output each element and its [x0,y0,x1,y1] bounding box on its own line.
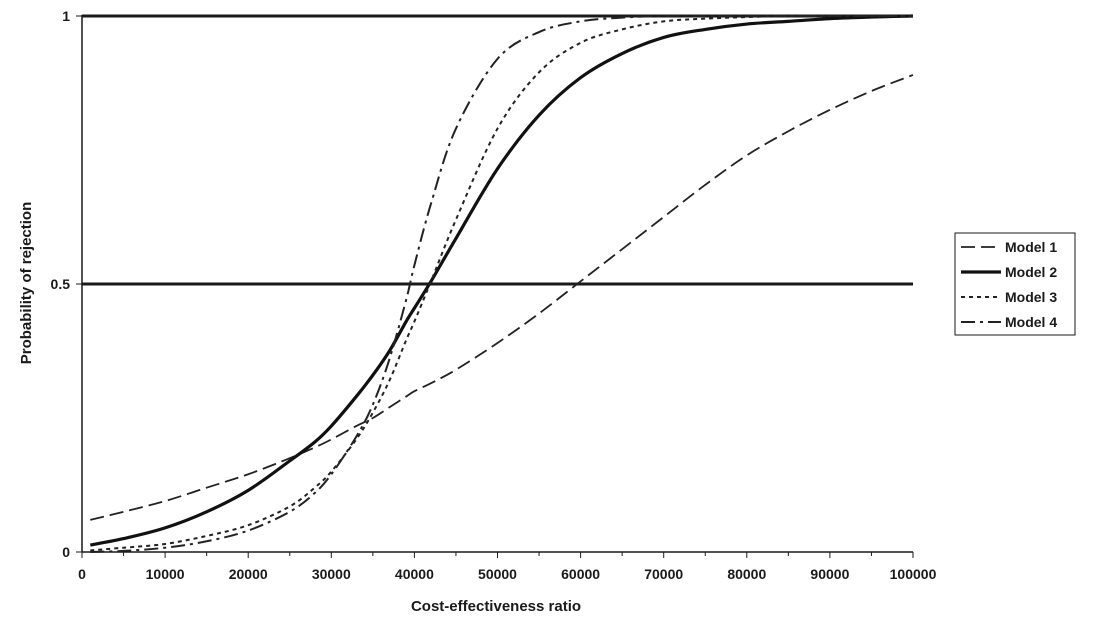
legend-label-model-2: Model 2 [1005,264,1057,280]
y-tick-label-0: 0 [62,544,70,560]
legend-label-model-4: Model 4 [1005,314,1057,330]
x-tick-label-6: 60000 [561,566,600,582]
series-line-model-4 [90,14,913,553]
x-tick-label-5: 50000 [478,566,517,582]
ticks-layer: 0 10000 20000 30000 40000 50000 60000 70000 8000… [51,8,937,582]
legend-box [954,232,1076,336]
x-tick-label-8: 80000 [727,566,766,582]
series-layer [90,14,914,553]
x-tick-label-4: 40000 [395,566,434,582]
series-line-model-1 [90,74,914,521]
y-tick-label-2: 1 [62,8,70,24]
x-tick-label-9: 90000 [810,566,849,582]
x-tick-label-1: 10000 [146,566,185,582]
legend-label-model-1: Model 1 [1005,239,1057,255]
x-tick-label-3: 30000 [312,566,351,582]
x-tick-label-7: 70000 [644,566,683,582]
legend-label-model-3: Model 3 [1005,289,1057,305]
x-tick-label-2: 20000 [229,566,268,582]
x-tick-label-10: 100000 [890,566,937,582]
y-axis-title: Probability of rejection [18,202,35,365]
x-axis-title: Cost-effectiveness ratio [411,598,581,615]
legend: Model 1 Model 2 Model 3 Model 4 [954,232,1076,336]
series-line-model-2 [90,14,914,547]
series-line-model-3 [90,14,913,552]
y-tick-label-1: 0.5 [51,276,71,292]
x-tick-label-0: 0 [78,566,86,582]
grid-layer [82,14,913,286]
